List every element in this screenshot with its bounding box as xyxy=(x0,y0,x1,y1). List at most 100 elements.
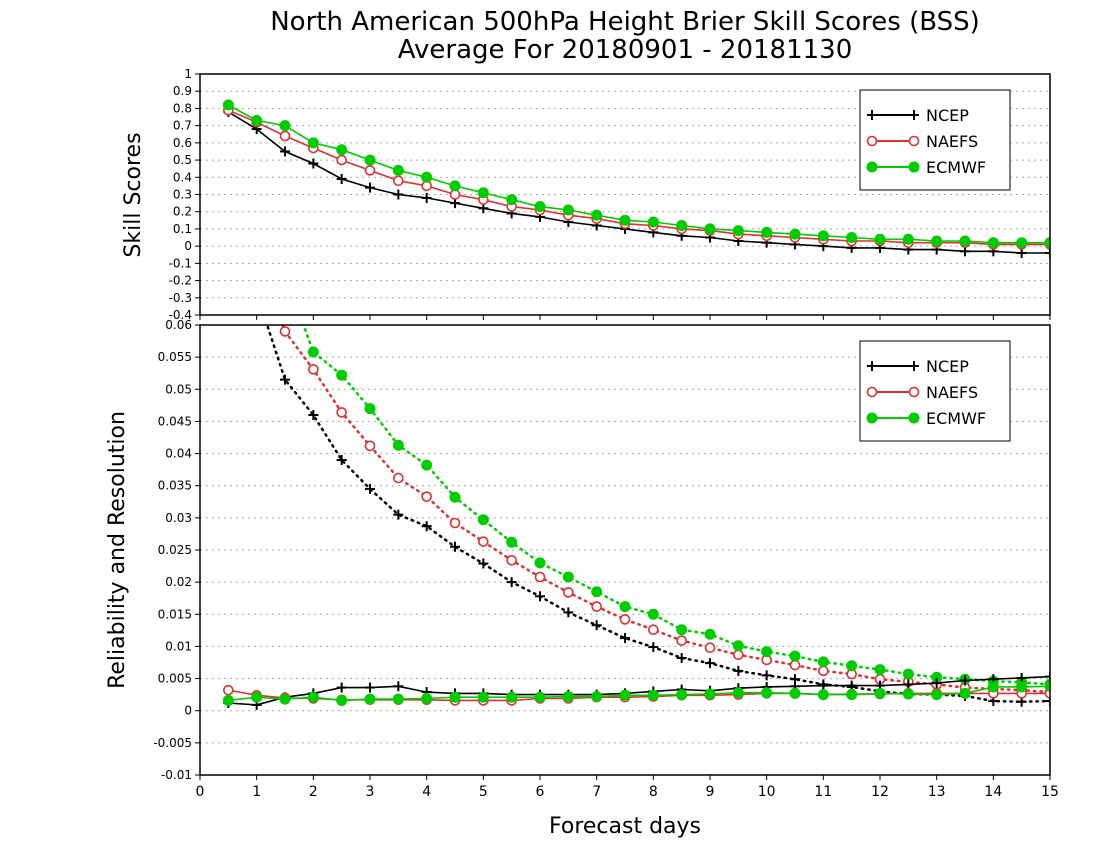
ncep-data-point xyxy=(903,679,914,690)
x-tick-label: 13 xyxy=(928,784,946,800)
naefs-data-point xyxy=(279,130,291,142)
ncep-data-point xyxy=(648,642,659,653)
y-tick-label: 0.04 xyxy=(165,447,192,461)
series-group xyxy=(222,63,1050,710)
legend-entry-naefs: NAEFS xyxy=(926,132,978,151)
ncep-data-point xyxy=(705,658,715,669)
ncep-data-point xyxy=(365,682,375,693)
ncep-data-point xyxy=(393,509,404,520)
legend-marker xyxy=(909,110,919,120)
ecmwf-data-point xyxy=(647,689,659,701)
ncep-data-point xyxy=(308,158,319,169)
x-tick-label: 4 xyxy=(422,784,431,800)
legend-marker xyxy=(908,135,920,147)
ecmwf-data-point xyxy=(846,232,858,244)
y-tick-label: -0.4 xyxy=(169,308,192,322)
x-tick-label: 9 xyxy=(706,784,715,800)
ecmwf-data-point xyxy=(449,491,461,503)
ecmwf-data-point xyxy=(704,688,716,700)
ecmwf-data-point xyxy=(279,120,291,132)
naefs-data-point xyxy=(534,571,546,583)
x-tick-label: 12 xyxy=(871,784,889,800)
plot-frame xyxy=(199,324,1051,776)
ecmwf-data-point xyxy=(902,688,914,700)
ncep-data-point xyxy=(421,521,432,532)
ecmwf-data-point xyxy=(364,154,376,166)
ncep-data-point xyxy=(960,675,970,686)
top-y-axis-label: Skill Scores xyxy=(121,132,146,257)
x-tick-label: 11 xyxy=(814,784,832,800)
y-tick-label: 0.055 xyxy=(158,350,192,364)
x-tick-label: 5 xyxy=(479,784,488,800)
ecmwf-data-point xyxy=(336,369,348,381)
ncep-data-point xyxy=(620,633,630,644)
ecmwf-data-point xyxy=(959,687,971,699)
ecmwf-data-point xyxy=(392,164,404,176)
y-tick-label: 0.045 xyxy=(158,414,192,428)
ecmwf-data-point xyxy=(477,187,489,199)
legend-marker xyxy=(867,361,877,371)
ncep-data-point xyxy=(676,653,687,663)
x-tick-label: 3 xyxy=(366,784,375,800)
naefs-data-point xyxy=(393,472,404,484)
ecmwf-data-point xyxy=(874,687,886,699)
y-tick-label: 0.035 xyxy=(158,479,192,493)
legend-entry-ncep: NCEP xyxy=(926,106,969,125)
naefs-data-point xyxy=(364,165,376,176)
ecmwf-data-point xyxy=(251,691,263,703)
legend-marker xyxy=(867,110,877,120)
ecmwf-data-point xyxy=(987,681,999,693)
ecmwf-data-point xyxy=(931,235,943,247)
y-tick-label: 0.01 xyxy=(165,639,192,653)
ecmwf-data-point xyxy=(421,693,433,704)
naefs-data-point xyxy=(563,587,574,598)
y-tick-label: -0.1 xyxy=(169,256,192,270)
ncep-data-point xyxy=(252,288,262,298)
naefs-data-point xyxy=(336,154,347,166)
ecmwf-data-point xyxy=(647,608,659,620)
naefs-data-point xyxy=(308,364,319,375)
ecmwf-data-point xyxy=(307,346,319,358)
naefs-data-point xyxy=(506,554,517,566)
y-tick-label: 0.015 xyxy=(158,607,192,621)
ecmwf-data-point xyxy=(534,557,546,569)
ecmwf-data-point xyxy=(421,459,433,471)
ecmwf-data-point xyxy=(336,694,348,706)
y-tick-label: -0.3 xyxy=(169,291,192,305)
naefs-data-point xyxy=(733,649,744,661)
ecmwf-data-point xyxy=(223,63,233,73)
legend-entry-ecmwf: ECMWF xyxy=(926,158,986,177)
y-tick-label: 0.005 xyxy=(158,672,192,686)
x-tick-label: 14 xyxy=(984,784,1002,800)
ncep-data-point xyxy=(506,577,517,588)
reliability-resolution-panel: 0.060.0550.050.0450.040.0350.030.0250.02… xyxy=(153,63,1059,800)
legend-marker xyxy=(909,361,919,371)
ncep-data-point xyxy=(1045,248,1050,259)
y-tick-label: 0.4 xyxy=(173,170,192,184)
y-tick-label: 1 xyxy=(184,67,192,81)
chart-title-line1: North American 500hPa Height Brier Skill… xyxy=(270,7,980,37)
naefs-data-point xyxy=(421,491,432,502)
ecmwf-data-point xyxy=(732,225,744,237)
ecmwf-data-point xyxy=(817,689,829,701)
y-tick-label: 0.9 xyxy=(173,84,192,98)
x-tick-label: 6 xyxy=(536,784,545,800)
ncep-data-point xyxy=(336,455,347,465)
naefs-data-point xyxy=(676,635,687,646)
ecmwf-data-point xyxy=(364,693,376,705)
naefs-data-point xyxy=(648,624,659,636)
naefs-data-point xyxy=(818,665,829,677)
ecmwf-data-point xyxy=(789,687,801,699)
ecmwf-data-point xyxy=(1016,237,1028,249)
y-tick-label: 0.03 xyxy=(165,511,192,525)
ecmwf-data-point xyxy=(959,235,971,247)
ecmwf-data-point xyxy=(846,660,858,672)
ecmwf-data-point xyxy=(704,628,716,640)
y-tick-label: -0.2 xyxy=(169,274,192,288)
naefs-data-point xyxy=(336,407,347,418)
legend-marker xyxy=(866,386,878,398)
y-tick-label: -0.01 xyxy=(161,768,192,782)
ecmwf-data-point xyxy=(506,194,518,206)
ncep-data-point xyxy=(761,670,772,681)
ecmwf-data-point xyxy=(534,201,546,213)
